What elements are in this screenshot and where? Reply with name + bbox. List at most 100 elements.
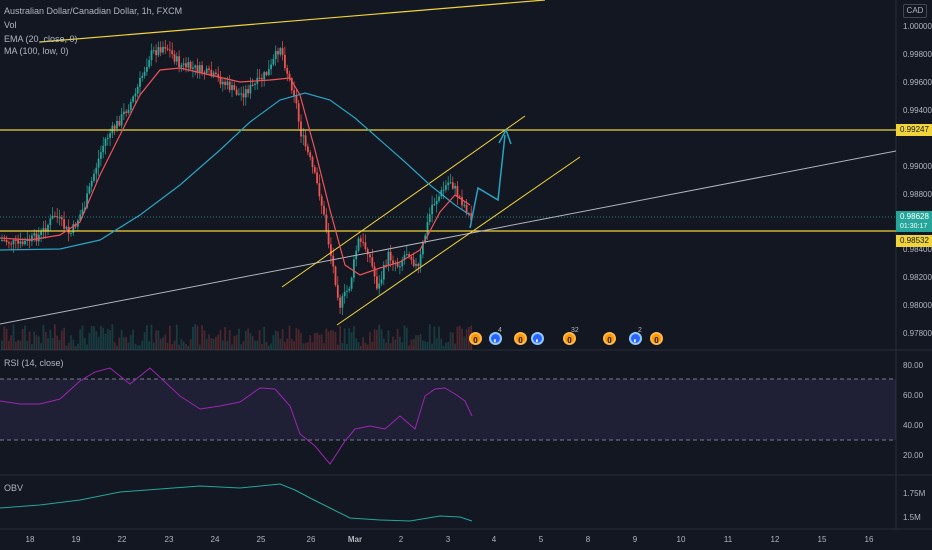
volume-bar — [150, 324, 153, 350]
volume-bar — [396, 328, 399, 350]
ema-20-line — [0, 67, 471, 276]
volume-bar — [378, 324, 381, 350]
volume-bar — [274, 330, 277, 350]
candle-body — [396, 262, 399, 267]
volume-bar — [54, 324, 56, 350]
candle-body — [208, 68, 210, 71]
volume-bar — [3, 326, 6, 350]
volume-bar — [56, 335, 59, 350]
time-axis-label: 2 — [398, 535, 404, 544]
volume-bar — [86, 344, 88, 350]
volume-bar — [318, 334, 321, 350]
volume-bar — [37, 336, 40, 350]
upper-trendline[interactable] — [39, 0, 546, 43]
candle-body — [35, 233, 38, 242]
volume-bar — [60, 330, 63, 350]
volume-bar — [157, 330, 160, 350]
economic-event-icon[interactable]: ◐ — [629, 332, 642, 345]
candle-body — [58, 217, 61, 219]
candle-body — [33, 233, 36, 236]
candle-body — [389, 251, 392, 261]
volume-bar — [433, 326, 436, 350]
earnings-event-icon[interactable]: 0 — [563, 332, 576, 345]
price-axis-label: 0.98800 — [903, 190, 932, 199]
volume-bar — [67, 342, 70, 350]
volume-bar — [307, 342, 309, 350]
volume-bar — [33, 331, 36, 350]
rsi-legend[interactable]: RSI (14, close) — [4, 358, 64, 368]
volume-bar — [205, 338, 208, 350]
candle-body — [332, 255, 335, 267]
volume-bar — [12, 324, 15, 350]
volume-bar — [341, 343, 344, 350]
symbol-title[interactable]: Australian Dollar/Canadian Dollar, 1h, F… — [4, 6, 183, 16]
rsi-axis-label: 40.00 — [903, 421, 924, 430]
candle-body — [70, 232, 72, 234]
volume-bar — [146, 325, 148, 350]
volume-bar — [458, 325, 461, 350]
volume-bar — [171, 344, 174, 350]
candle-body — [463, 204, 466, 206]
volume-bar — [410, 339, 413, 350]
time-axis-label: 15 — [817, 535, 827, 544]
volume-bar — [258, 330, 261, 350]
earnings-event-icon[interactable]: 0 — [469, 332, 482, 345]
currency-badge[interactable]: CAD — [903, 4, 927, 18]
candle-body — [180, 64, 183, 67]
candles[interactable] — [1, 39, 473, 316]
candle-body — [438, 196, 440, 201]
volume-bar — [320, 334, 323, 350]
volume-bar — [5, 328, 8, 350]
candle-body — [159, 47, 162, 53]
candle-body — [327, 231, 330, 245]
volume-bar — [175, 324, 178, 350]
volume-bar — [141, 340, 144, 350]
long-trendline[interactable] — [0, 150, 897, 325]
candle-body — [265, 72, 268, 76]
volume-bar — [468, 326, 470, 350]
volume-bar — [31, 344, 33, 350]
volume-bar — [355, 338, 358, 350]
volume-bar — [79, 329, 82, 350]
ma-legend[interactable]: MA (100, low, 0) — [4, 46, 69, 56]
volume-bar — [399, 336, 401, 350]
resistance-price-tag: 0.99247 — [896, 124, 932, 136]
candle-body — [307, 146, 309, 153]
volume-bar — [111, 324, 114, 350]
channel-lower-line[interactable] — [336, 156, 581, 326]
volume-bar — [431, 343, 433, 350]
projection-path[interactable] — [469, 134, 506, 229]
candle-body — [385, 264, 387, 266]
economic-event-icon[interactable]: ◐ — [489, 332, 502, 345]
earnings-event-icon[interactable]: 0 — [650, 332, 663, 345]
volume-legend[interactable]: Vol — [4, 20, 17, 30]
channel-upper-line[interactable] — [281, 115, 526, 288]
economic-event-icon[interactable]: ◐ — [531, 332, 544, 345]
price-axis-label: 0.98200 — [903, 273, 932, 282]
candle-body — [136, 86, 139, 94]
candle-body — [189, 62, 192, 69]
candle-body — [217, 74, 220, 78]
volume-bar — [40, 343, 42, 350]
candle-body — [51, 215, 54, 219]
candle-body — [198, 65, 201, 73]
candle-body — [343, 291, 346, 297]
time-axis-label: 25 — [256, 535, 266, 544]
earnings-event-icon[interactable]: 0 — [603, 332, 616, 345]
candle-body — [113, 125, 116, 129]
candle-body — [60, 217, 63, 220]
volume-bar — [215, 336, 217, 350]
candle-body — [295, 95, 298, 104]
obv-legend[interactable]: OBV — [4, 483, 24, 493]
earnings-event-icon[interactable]: 0 — [514, 332, 527, 345]
volume-bar — [228, 329, 231, 350]
volume-bar — [426, 342, 429, 350]
volume-bar — [376, 329, 378, 350]
candle-body — [148, 60, 151, 68]
candle-body — [435, 200, 438, 205]
ema-legend[interactable]: EMA (20, close, 0) — [4, 34, 78, 44]
candle-body — [412, 259, 415, 266]
volume-bar — [417, 335, 420, 350]
candle-body — [378, 283, 381, 289]
